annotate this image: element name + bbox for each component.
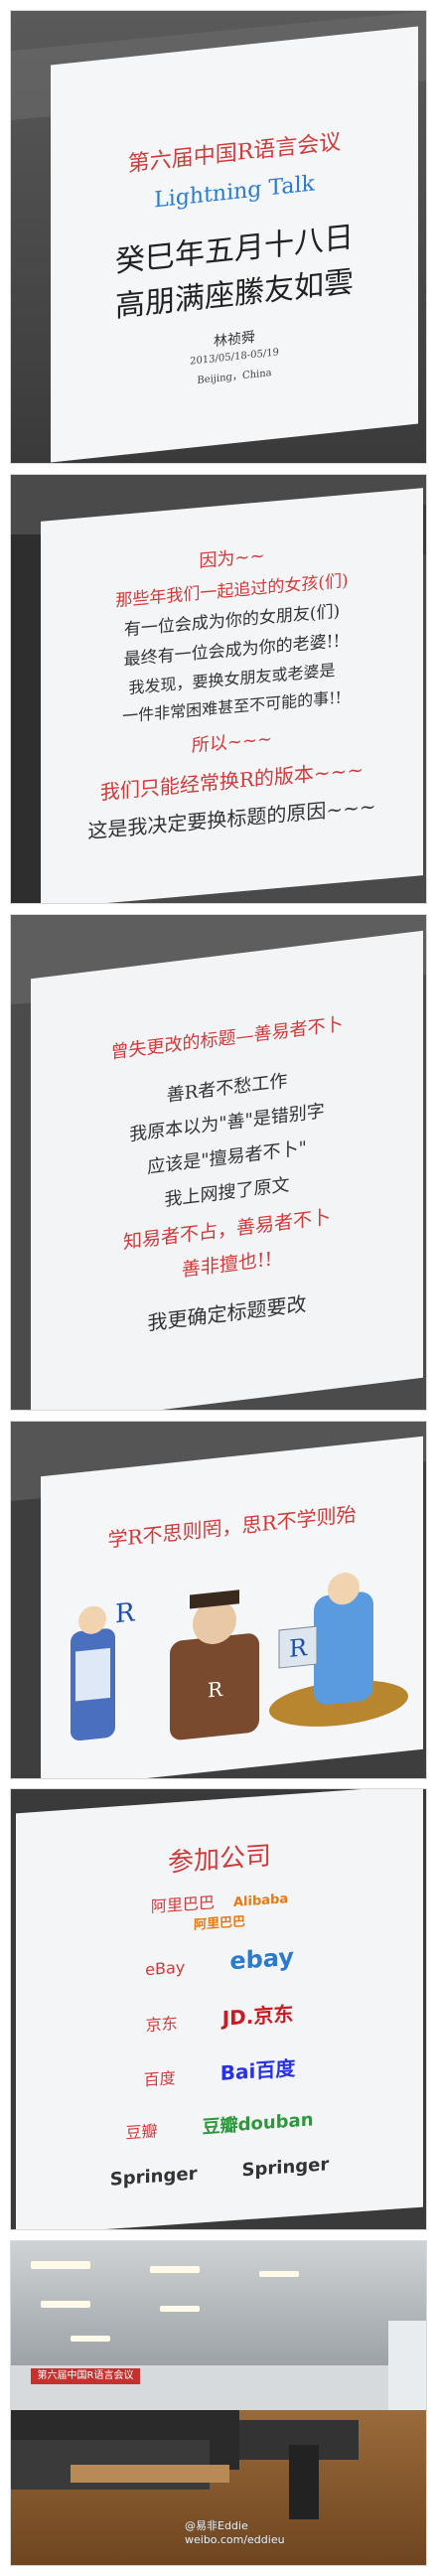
slide-4-proverb: 学R不思则罔，思R不学则殆 [107, 1501, 357, 1553]
ceiling-lights [31, 2261, 299, 2342]
alibaba-cn-label: 阿里巴巴 [150, 1893, 215, 1916]
slide-5-screen: 参加公司 阿里巴巴 Alibaba 阿里巴巴 eBay ebay 京东 JD.京… [16, 1789, 423, 2229]
left-r-label: R [115, 1597, 136, 1629]
baidu-label: 百度 [143, 2068, 176, 2090]
ebay-row: eBay ebay [16, 1934, 423, 1991]
alibaba-logo-cn: 阿里巴巴 [193, 1914, 245, 1933]
watermark-url: weibo.com/eddieu [185, 2533, 285, 2546]
douban-row: 豆瓣 豆瓣douban [16, 2098, 423, 2153]
photo-slide-1: 第六届中国R语言会议 Lightning Talk 癸巳年五月十八日 高朋满座縢… [10, 10, 427, 464]
douban-label: 豆瓣 [125, 2121, 158, 2143]
right-figure-illustration [269, 1573, 408, 1727]
springer-logo: Springer [241, 2154, 330, 2182]
left-figure-illustration [71, 1605, 115, 1742]
jd-label: 京东 [145, 2013, 178, 2036]
slide-4-illustration: R R R [71, 1573, 408, 1742]
alibaba-logo-en: Alibaba [232, 1892, 289, 1911]
photo-slide-4: 学R不思则罔，思R不学则殆 R R R [10, 1421, 427, 1779]
middle-r-label: R [208, 1677, 223, 1703]
ebay-logo: ebay [229, 1942, 294, 1976]
douban-logo: 豆瓣douban [202, 2109, 314, 2139]
slide-3-screen: 曾失更改的标题—善易者不卜 善R者不愁工作 我原本以为"善"是错别字 应该是"擅… [31, 930, 423, 1410]
ebay-label: eBay [145, 1957, 186, 1980]
confucius-illustration [170, 1590, 259, 1741]
photo-slide-5: 参加公司 阿里巴巴 Alibaba 阿里巴巴 eBay ebay 京东 JD.京… [10, 1788, 427, 2230]
slide-1-screen: 第六届中国R语言会议 Lightning Talk 癸巳年五月十八日 高朋满座縢… [51, 26, 418, 463]
photo-slide-3: 曾失更改的标题—善易者不卜 善R者不愁工作 我原本以为"善"是错别字 应该是"擅… [10, 914, 427, 1411]
conference-banner: 第六届中国R语言会议 [31, 2368, 140, 2384]
jd-row: 京东 JD.京东 [16, 1989, 423, 2046]
audience [11, 2410, 359, 2519]
photo-auditorium: 第六届中国R语言会议 @易非Eddie weibo.com/eddieu [10, 2240, 427, 2566]
right-r-label: R [289, 1633, 308, 1663]
weibo-watermark: @易非Eddie weibo.com/eddieu [185, 2519, 285, 2547]
watermark-handle: @易非Eddie [185, 2519, 248, 2532]
photo-slide-2: 因为~~ 那些年我们一起追过的女孩(们) 有一位会成为你的女朋友(们) 最终有一… [10, 474, 427, 904]
springer-row: Springer Springer [16, 2148, 423, 2197]
slide-4-screen: 学R不思则罔，思R不学则殆 R R R [41, 1436, 423, 1778]
baidu-logo: Bai百度 [219, 2055, 296, 2085]
slide-2-screen: 因为~~ 那些年我们一起追过的女孩(们) 有一位会成为你的女朋友(们) 最终有一… [41, 488, 423, 903]
baidu-row: 百度 Bai百度 [16, 2044, 423, 2101]
springer-label: Springer [109, 2163, 198, 2191]
auditorium-scene [11, 2241, 426, 2565]
jd-logo: JD.京东 [221, 2001, 294, 2031]
